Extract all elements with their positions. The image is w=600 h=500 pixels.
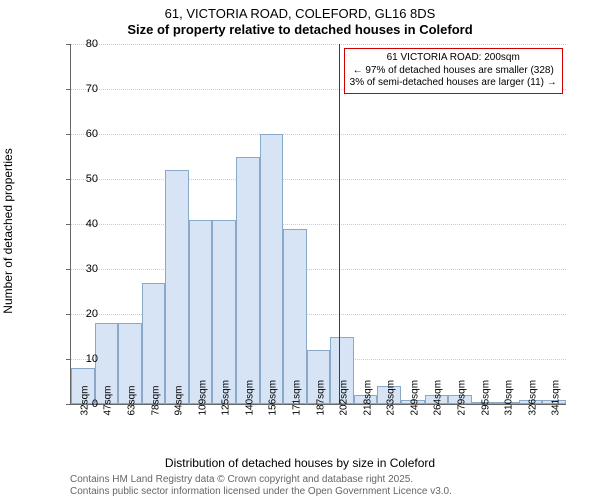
ytick-label: 50 [74,173,98,185]
annotation-box: 61 VICTORIA ROAD: 200sqm← 97% of detache… [344,48,563,94]
gridline [71,134,566,135]
reference-line [339,44,340,404]
histogram-bar [212,220,236,405]
gridline [71,179,566,180]
ytick-label: 10 [74,353,98,365]
ytick-label: 60 [74,128,98,140]
ytick-mark [66,359,71,360]
ytick-mark [66,224,71,225]
gridline [71,269,566,270]
x-axis-label: Distribution of detached houses by size … [0,456,600,470]
histogram-bar [236,157,260,405]
histogram-bar [165,170,189,404]
histogram-bar [260,134,284,404]
gridline [71,224,566,225]
ytick-label: 30 [74,263,98,275]
ytick-mark [66,314,71,315]
chart-title-line1: 61, VICTORIA ROAD, COLEFORD, GL16 8DS [0,6,600,21]
plot-area: 61 VICTORIA ROAD: 200sqm← 97% of detache… [70,44,566,405]
ytick-label: 80 [74,38,98,50]
footer-line1: Contains HM Land Registry data © Crown c… [70,474,452,486]
y-axis-label: Number of detached properties [1,148,15,313]
ytick-mark [66,134,71,135]
ytick-mark [66,89,71,90]
annotation-line: 3% of semi-detached houses are larger (1… [350,77,557,90]
histogram-bar [283,229,307,405]
ytick-label: 70 [74,83,98,95]
ytick-label: 40 [74,218,98,230]
ytick-mark [66,404,71,405]
gridline [71,44,566,45]
annotation-line: 61 VICTORIA ROAD: 200sqm [350,52,557,65]
footer-line2: Contains public sector information licen… [70,486,452,498]
chart-title-line2: Size of property relative to detached ho… [0,22,600,37]
ytick-mark [66,44,71,45]
ytick-label: 20 [74,308,98,320]
chart-container: 61, VICTORIA ROAD, COLEFORD, GL16 8DS Si… [0,0,600,500]
annotation-line: ← 97% of detached houses are smaller (32… [350,65,557,78]
ytick-mark [66,269,71,270]
ytick-mark [66,179,71,180]
chart-footer: Contains HM Land Registry data © Crown c… [70,474,452,498]
histogram-bar [189,220,213,405]
